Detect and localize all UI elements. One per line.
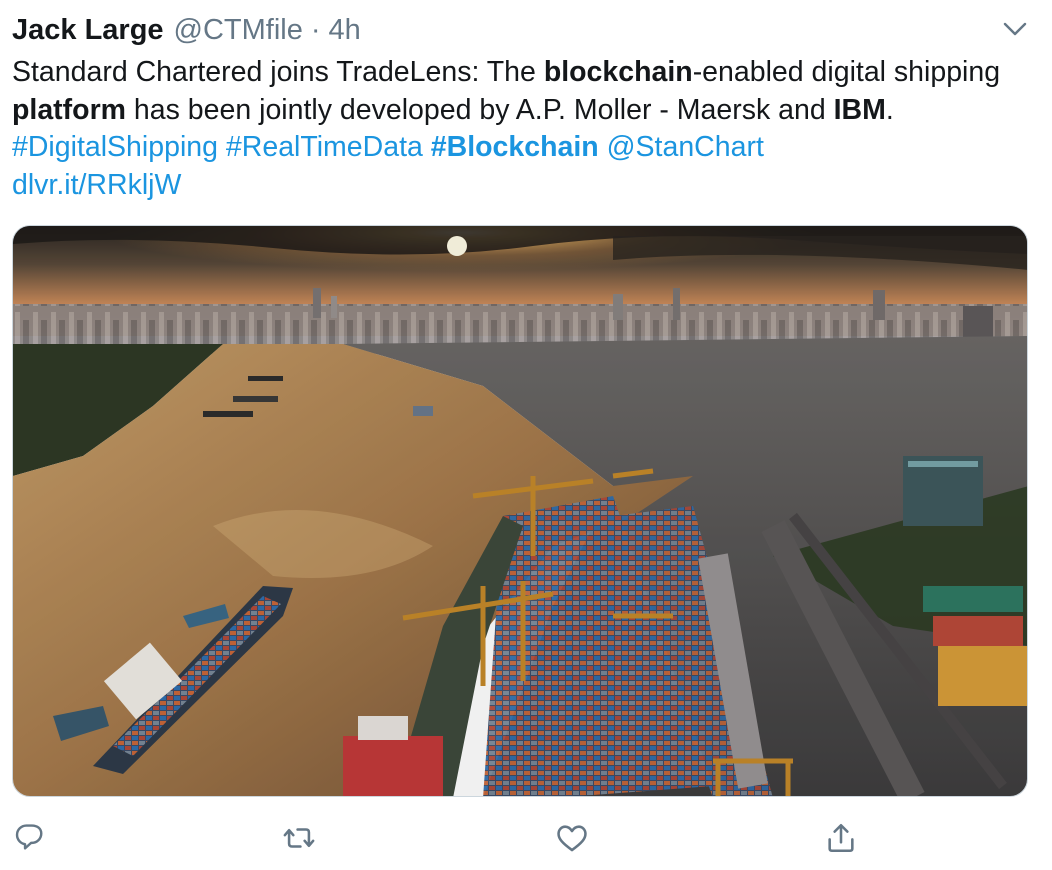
- text-segment: .: [885, 93, 894, 126]
- tweet-timestamp[interactable]: 4h: [328, 14, 361, 46]
- hashtag-blockchain[interactable]: #Blockchain: [430, 131, 599, 163]
- text-segment: -enabled digital shipping: [692, 56, 1001, 88]
- tweet-photo[interactable]: [12, 225, 1028, 797]
- text-bold-blockchain: blockchain: [543, 56, 693, 88]
- separator-dot: ·: [310, 14, 321, 46]
- tweet-actions: [0, 815, 1052, 861]
- hashtag-realtimedata[interactable]: #RealTimeData: [225, 131, 423, 163]
- text-bold-ibm: IBM: [833, 93, 886, 126]
- tweet-url-link[interactable]: dlvr.it/RRkljW: [12, 168, 182, 201]
- reply-icon[interactable]: [7, 815, 53, 861]
- retweet-icon[interactable]: [276, 815, 322, 861]
- port-aerial-photo: [13, 226, 1027, 796]
- hashtag-digitalshipping[interactable]: #DigitalShipping: [12, 131, 218, 163]
- text-bold-platform: platform: [12, 93, 126, 126]
- author-handle[interactable]: @CTMfile: [173, 14, 303, 46]
- author-name[interactable]: Jack Large: [12, 14, 164, 46]
- chevron-down-icon[interactable]: [1002, 18, 1028, 40]
- text-segment: has been jointly developed by A.P. Molle…: [126, 93, 834, 126]
- share-icon[interactable]: [818, 815, 864, 861]
- text-segment: Standard Chartered joins TradeLens: The: [12, 56, 544, 88]
- like-icon[interactable]: [549, 815, 595, 861]
- tweet-header: Jack Large @CTMfile · 4h: [12, 12, 361, 48]
- tweet-text: Standard Chartered joins TradeLens: The …: [12, 54, 1032, 204]
- mention-stanchart[interactable]: @StanChart: [606, 131, 764, 163]
